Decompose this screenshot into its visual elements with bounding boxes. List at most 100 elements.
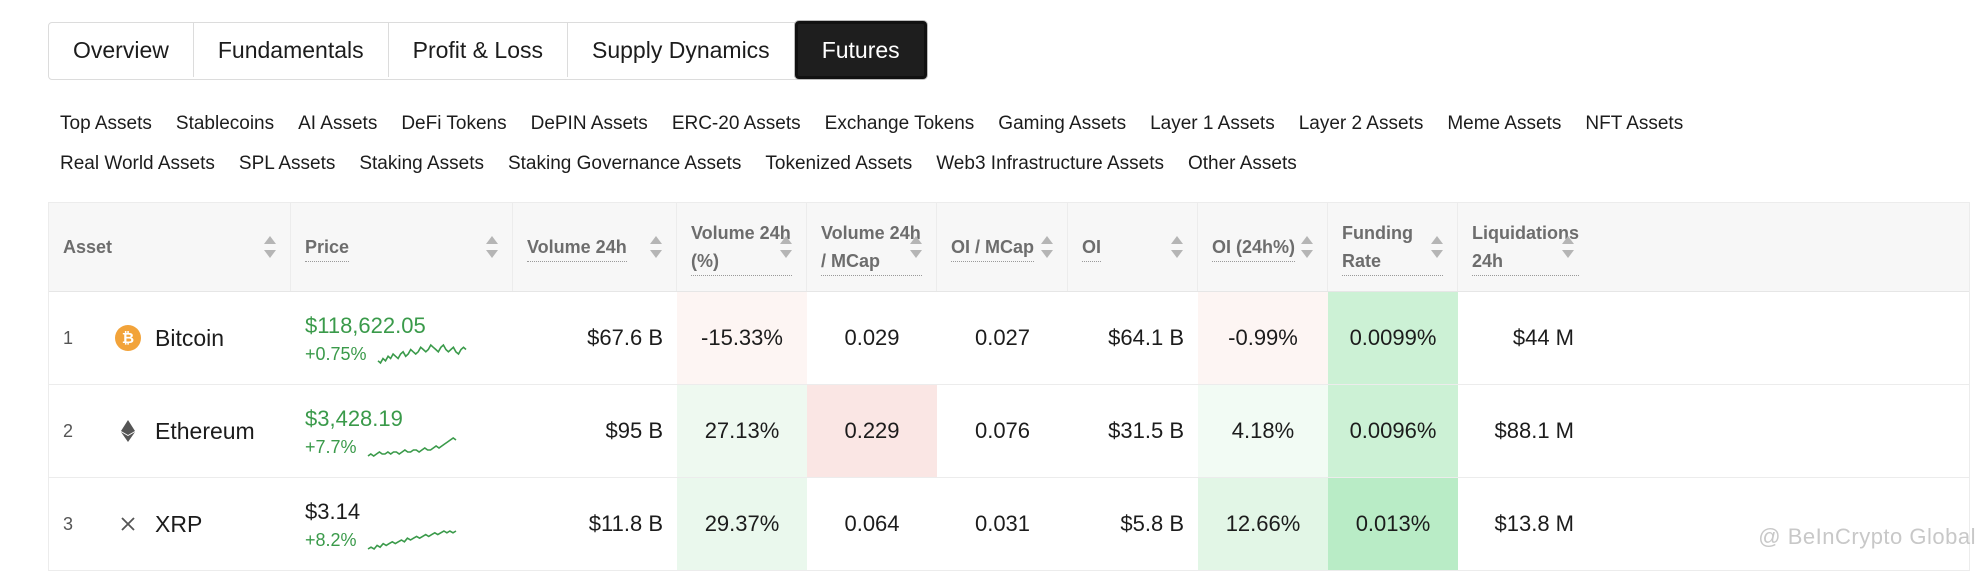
category-top-assets[interactable]: Top Assets xyxy=(60,113,152,134)
category-row: Real World Assets SPL Assets Staking Asset… xyxy=(48,144,1968,184)
price-change-line: +0.75% xyxy=(305,343,467,365)
category-layer-1-assets[interactable]: Layer 1 Assets xyxy=(1150,113,1275,134)
category-tokenized-assets[interactable]: Tokenized Assets xyxy=(765,153,913,174)
rank: 3 xyxy=(63,513,74,534)
category-staking-governance-assets[interactable]: Staking Governance Assets xyxy=(507,153,742,174)
sort-icon[interactable] xyxy=(910,236,922,258)
price-sparkline xyxy=(377,343,467,365)
sparkline-path xyxy=(377,343,467,365)
oi-cell: $64.1 B xyxy=(1108,325,1184,350)
asset-name[interactable]: XRP xyxy=(155,510,203,537)
price-value: $3,428.19 xyxy=(305,406,403,431)
liquidations-cell: $88.1 M xyxy=(1494,418,1575,443)
sort-icon[interactable] xyxy=(1562,236,1574,258)
asset-name[interactable]: Bitcoin xyxy=(155,324,225,351)
price-sparkline xyxy=(367,437,457,457)
funding-rate-cell: 0.013% xyxy=(1328,478,1458,570)
sort-icon[interactable] xyxy=(650,236,662,258)
price-cell: $3.14 +8.2% xyxy=(291,478,513,570)
column-header-label: Volume 24h xyxy=(527,233,627,262)
column-header-price[interactable]: Price xyxy=(291,203,513,291)
category-spl-assets[interactable]: SPL Assets xyxy=(238,153,336,174)
table-body: 1 ₿ Bitcoin $118,622.05 +0.75% $67.6 B -15.33%… xyxy=(49,292,1969,571)
price-change-line: +8.2% xyxy=(305,529,457,551)
category-nft-assets[interactable]: NFT Assets xyxy=(1585,113,1684,134)
column-header-vol-mcap[interactable]: Volume 24h / MCap xyxy=(807,203,937,291)
column-header-label: Volume 24h (%) xyxy=(691,219,792,276)
oi-change-cell: -0.99% xyxy=(1198,292,1328,384)
category-defi-tokens[interactable]: DeFi Tokens xyxy=(401,113,507,134)
category-row: Top Assets Stablecoins AI Assets DeFi Token… xyxy=(48,104,1968,144)
sort-icon[interactable] xyxy=(1041,236,1053,258)
column-header-volume[interactable]: Volume 24h xyxy=(513,203,677,291)
column-header-liquidations[interactable]: Liquidations 24h xyxy=(1458,203,1588,291)
asset-cell[interactable]: 3 XRP xyxy=(49,478,291,570)
column-header-oi-24h[interactable]: OI (24h%) xyxy=(1198,203,1328,291)
volume-cell: $95 B xyxy=(605,418,664,443)
price-cell: $118,622.05 +0.75% xyxy=(291,292,513,384)
category-gaming-assets[interactable]: Gaming Assets xyxy=(998,113,1127,134)
category-ai-assets[interactable]: AI Assets xyxy=(298,113,378,134)
column-header-volume-pct[interactable]: Volume 24h (%) xyxy=(677,203,807,291)
price-cell: $3,428.19 +7.7% xyxy=(291,385,513,477)
asset-cell[interactable]: 1 ₿ Bitcoin xyxy=(49,292,291,384)
tab-overview[interactable]: Overview xyxy=(49,23,194,77)
rank: 1 xyxy=(63,327,74,348)
price-value: $3.14 xyxy=(305,499,361,524)
tab-fundamentals[interactable]: Fundamentals xyxy=(194,23,389,77)
asset-name[interactable]: Ethereum xyxy=(155,417,255,444)
oi-cell: $31.5 B xyxy=(1108,418,1184,443)
sort-icon[interactable] xyxy=(264,236,276,258)
sort-icon[interactable] xyxy=(1431,236,1443,258)
category-layer-2-assets[interactable]: Layer 2 Assets xyxy=(1298,113,1424,134)
table-row[interactable]: 2 Ethereum $3,428.19 +7.7% $95 B 27.13% 0.229 0… xyxy=(49,385,1969,478)
asset-cell[interactable]: 2 Ethereum xyxy=(49,385,291,477)
oi-mcap-cell: 0.027 xyxy=(974,325,1031,350)
column-header-label: Asset xyxy=(63,237,113,257)
oi-mcap-cell: 0.031 xyxy=(974,511,1031,536)
table-row[interactable]: 3 XRP $3.14 +8.2% $11.8 B 29.37% 0.064 0.031 $5.… xyxy=(49,478,1969,571)
sort-icon[interactable] xyxy=(1171,236,1183,258)
category-real-world-assets[interactable]: Real World Assets xyxy=(60,153,215,174)
sort-icon[interactable] xyxy=(486,236,498,258)
column-header-asset[interactable]: Asset xyxy=(49,203,291,291)
category-other-assets[interactable]: Other Assets xyxy=(1187,153,1297,174)
category-exchange-tokens[interactable]: Exchange Tokens xyxy=(824,113,975,134)
tab-futures[interactable]: Futures xyxy=(794,21,927,79)
column-header-label: OI (24h%) xyxy=(1212,233,1296,262)
column-header-label: Volume 24h / MCap xyxy=(821,219,922,276)
ethereum-icon xyxy=(115,418,141,444)
table-row[interactable]: 1 ₿ Bitcoin $118,622.05 +0.75% $67.6 B -15.33%… xyxy=(49,292,1969,385)
volume-change-cell: -15.33% xyxy=(677,292,807,384)
column-header-oi-mcap[interactable]: OI / MCap xyxy=(937,203,1068,291)
tab-supply-dynamics[interactable]: Supply Dynamics xyxy=(568,23,795,77)
volume-change-cell: 29.37% xyxy=(677,478,807,570)
liquidations-cell: $44 M xyxy=(1512,325,1574,350)
price-value: $118,622.05 xyxy=(305,313,426,338)
sort-icon[interactable] xyxy=(780,236,792,258)
tab-profit-loss[interactable]: Profit & Loss xyxy=(389,23,568,77)
category-erc-20-assets[interactable]: ERC-20 Assets xyxy=(671,113,801,134)
sparkline-path xyxy=(367,437,457,457)
price-sparkline xyxy=(367,530,456,551)
column-header-label: Price xyxy=(305,233,350,262)
column-header-label: OI xyxy=(1082,233,1102,262)
oi-change-cell: 4.18% xyxy=(1198,385,1328,477)
category-meme-assets[interactable]: Meme Assets xyxy=(1447,113,1562,134)
liquidations-cell: $13.8 M xyxy=(1494,511,1575,536)
rank: 2 xyxy=(63,420,74,441)
volume-cell: $67.6 B xyxy=(587,325,663,350)
category-depin-assets[interactable]: DePIN Assets xyxy=(530,113,648,134)
table-header: Asset Price Volume 24h Volume 24h (%) Volume… xyxy=(49,203,1969,292)
sort-icon[interactable] xyxy=(1301,236,1313,258)
volume-cell: $11.8 B xyxy=(588,511,663,536)
category-stablecoins[interactable]: Stablecoins xyxy=(175,113,275,134)
volume-mcap-cell: 0.064 xyxy=(807,478,937,570)
column-header-oi[interactable]: OI xyxy=(1068,203,1198,291)
column-header-funding[interactable]: Funding Rate xyxy=(1328,203,1458,291)
oi-mcap-cell: 0.076 xyxy=(974,418,1031,443)
column-header-label: OI / MCap xyxy=(951,233,1035,262)
oi-cell: $5.8 B xyxy=(1120,511,1184,536)
category-web3-infrastructure-assets[interactable]: Web3 Infrastructure Assets xyxy=(936,153,1164,174)
category-staking-assets[interactable]: Staking Assets xyxy=(359,153,484,174)
